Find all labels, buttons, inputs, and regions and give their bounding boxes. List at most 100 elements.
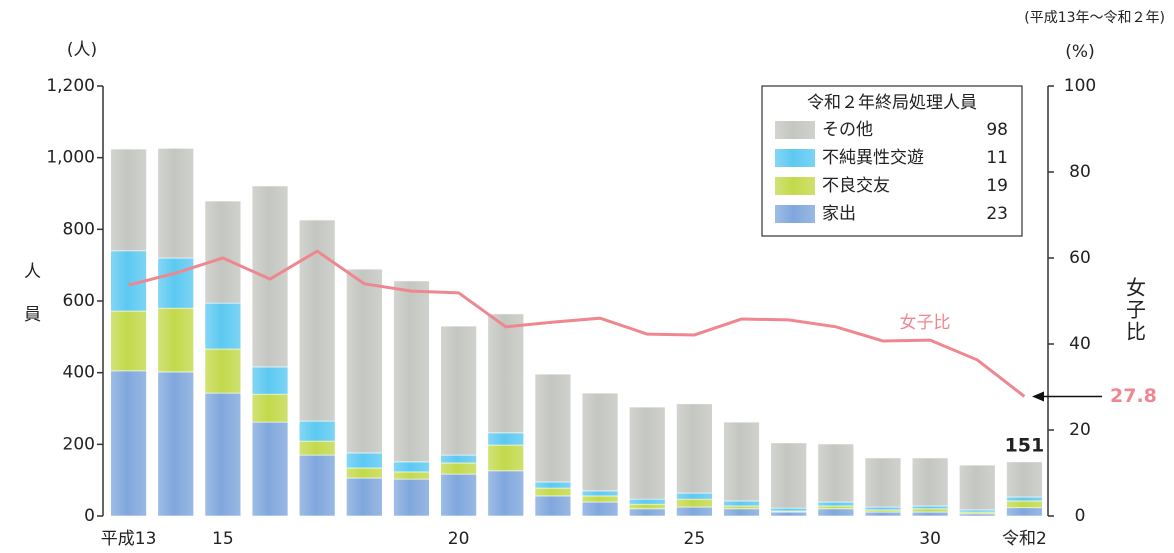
legend-value: 19: [986, 176, 1008, 196]
bar-segment: [723, 421, 760, 502]
y2-axis-label: 女子比: [1123, 277, 1147, 343]
bar-segment: [440, 325, 477, 456]
legend-swatch: [775, 205, 815, 223]
bar-segment: [723, 508, 760, 517]
bar-segment: [629, 498, 666, 505]
bar-segment: [911, 457, 949, 507]
y-axis-label: 人員: [20, 262, 41, 348]
bar-segment: [864, 509, 902, 513]
bar-segment: [770, 442, 807, 509]
bar-segment: [959, 509, 996, 513]
y-tick-label: 1,000: [46, 148, 95, 168]
y-tick-label: 0: [84, 506, 95, 526]
legend-value: 11: [986, 148, 1008, 168]
x-tick-label: 20: [448, 529, 470, 549]
bar-segment: [110, 310, 147, 372]
bar-segment: [204, 348, 242, 394]
bar-segment: [1006, 507, 1043, 517]
end-value-label: 27.8: [1110, 385, 1157, 407]
arrowhead: [1032, 391, 1044, 402]
bar-segment: [817, 501, 855, 507]
y2-tick-label: 0: [1075, 506, 1086, 526]
bar-segment: [440, 454, 477, 464]
bar-segment: [393, 478, 430, 517]
bar-segment: [298, 440, 336, 456]
bar-segment: [110, 148, 147, 252]
bar-segment: [534, 481, 572, 489]
x-tick-label: 平成13: [101, 529, 157, 549]
y-tick-label: 400: [63, 363, 95, 383]
legend-swatch: [775, 177, 815, 195]
bar-segment: [534, 487, 572, 497]
bar-segment: [251, 366, 289, 395]
bar-segment: [911, 511, 949, 517]
y-tick-label: 600: [63, 291, 95, 311]
bar-segment: [676, 506, 713, 517]
bar-segment: [629, 406, 666, 500]
bar-segment: [440, 462, 477, 475]
bar-segment: [204, 200, 242, 304]
x-tick-label: 30: [919, 529, 941, 549]
bar-segment: [817, 505, 855, 510]
bar-segment: [393, 461, 430, 473]
bar-segment: [817, 443, 855, 503]
bar-segment: [393, 471, 430, 480]
y2-unit: (%): [1065, 42, 1094, 62]
bar-segment: [911, 505, 949, 510]
bar-segment: [864, 457, 902, 508]
bar-segment: [157, 307, 194, 373]
bar-segment: [676, 498, 713, 508]
bar-segment: [581, 392, 619, 492]
bar-segment: [298, 454, 336, 517]
legend-swatch: [775, 149, 815, 167]
bar-segment: [959, 513, 996, 517]
bar-segment: [346, 477, 383, 517]
legend-label: 家出: [822, 204, 856, 224]
legend-value: 23: [986, 204, 1008, 224]
y2-tick-label: 80: [1069, 162, 1091, 182]
bar-segment: [298, 219, 336, 422]
bar-segment: [487, 432, 524, 446]
bar-segment: [346, 467, 383, 479]
bar-segment: [581, 495, 619, 503]
bar-segment: [487, 444, 524, 472]
bar-segment: [1006, 500, 1043, 509]
bar-segment: [676, 492, 713, 500]
bar-segment: [959, 464, 996, 511]
y-tick-label: 800: [63, 219, 95, 239]
subtitle: (平成13年〜令和２年): [1024, 10, 1165, 26]
bar-segment: [157, 257, 194, 309]
line: [128, 249, 1026, 398]
y2-tick-label: 60: [1069, 248, 1091, 268]
bar-segment: [346, 268, 383, 454]
line-label: 女子比: [900, 313, 951, 333]
bar-segment: [204, 392, 242, 517]
bar-segment: [534, 373, 572, 483]
legend-label: 不純異性交遊: [822, 148, 924, 168]
bar-segment: [298, 420, 336, 442]
bar-segment: [157, 148, 194, 259]
bar-segment: [629, 503, 666, 510]
y2-tick-label: 40: [1069, 334, 1091, 354]
bar-segment: [440, 473, 477, 517]
bar-segment: [770, 507, 807, 512]
bar-segment: [581, 490, 619, 497]
bar-segment: [204, 302, 242, 350]
legend-label: 不良交友: [822, 176, 890, 196]
bar-segment: [487, 470, 524, 517]
x-tick-label: 25: [684, 529, 706, 549]
legend-label: その他: [822, 120, 873, 140]
x-tick-label: 15: [212, 529, 234, 549]
bar-segment: [723, 505, 760, 510]
bar-segment: [581, 501, 619, 517]
bar-segment: [157, 371, 194, 517]
bar-segment: [770, 511, 807, 517]
y2-tick-label: 100: [1064, 76, 1096, 96]
legend-title: 令和２年終局処理人員: [807, 93, 977, 113]
bar-segment: [534, 495, 572, 517]
bar-segment: [911, 508, 949, 513]
legend-value: 98: [986, 120, 1008, 140]
y-tick-label: 200: [63, 434, 95, 454]
bar-segment: [251, 421, 289, 517]
